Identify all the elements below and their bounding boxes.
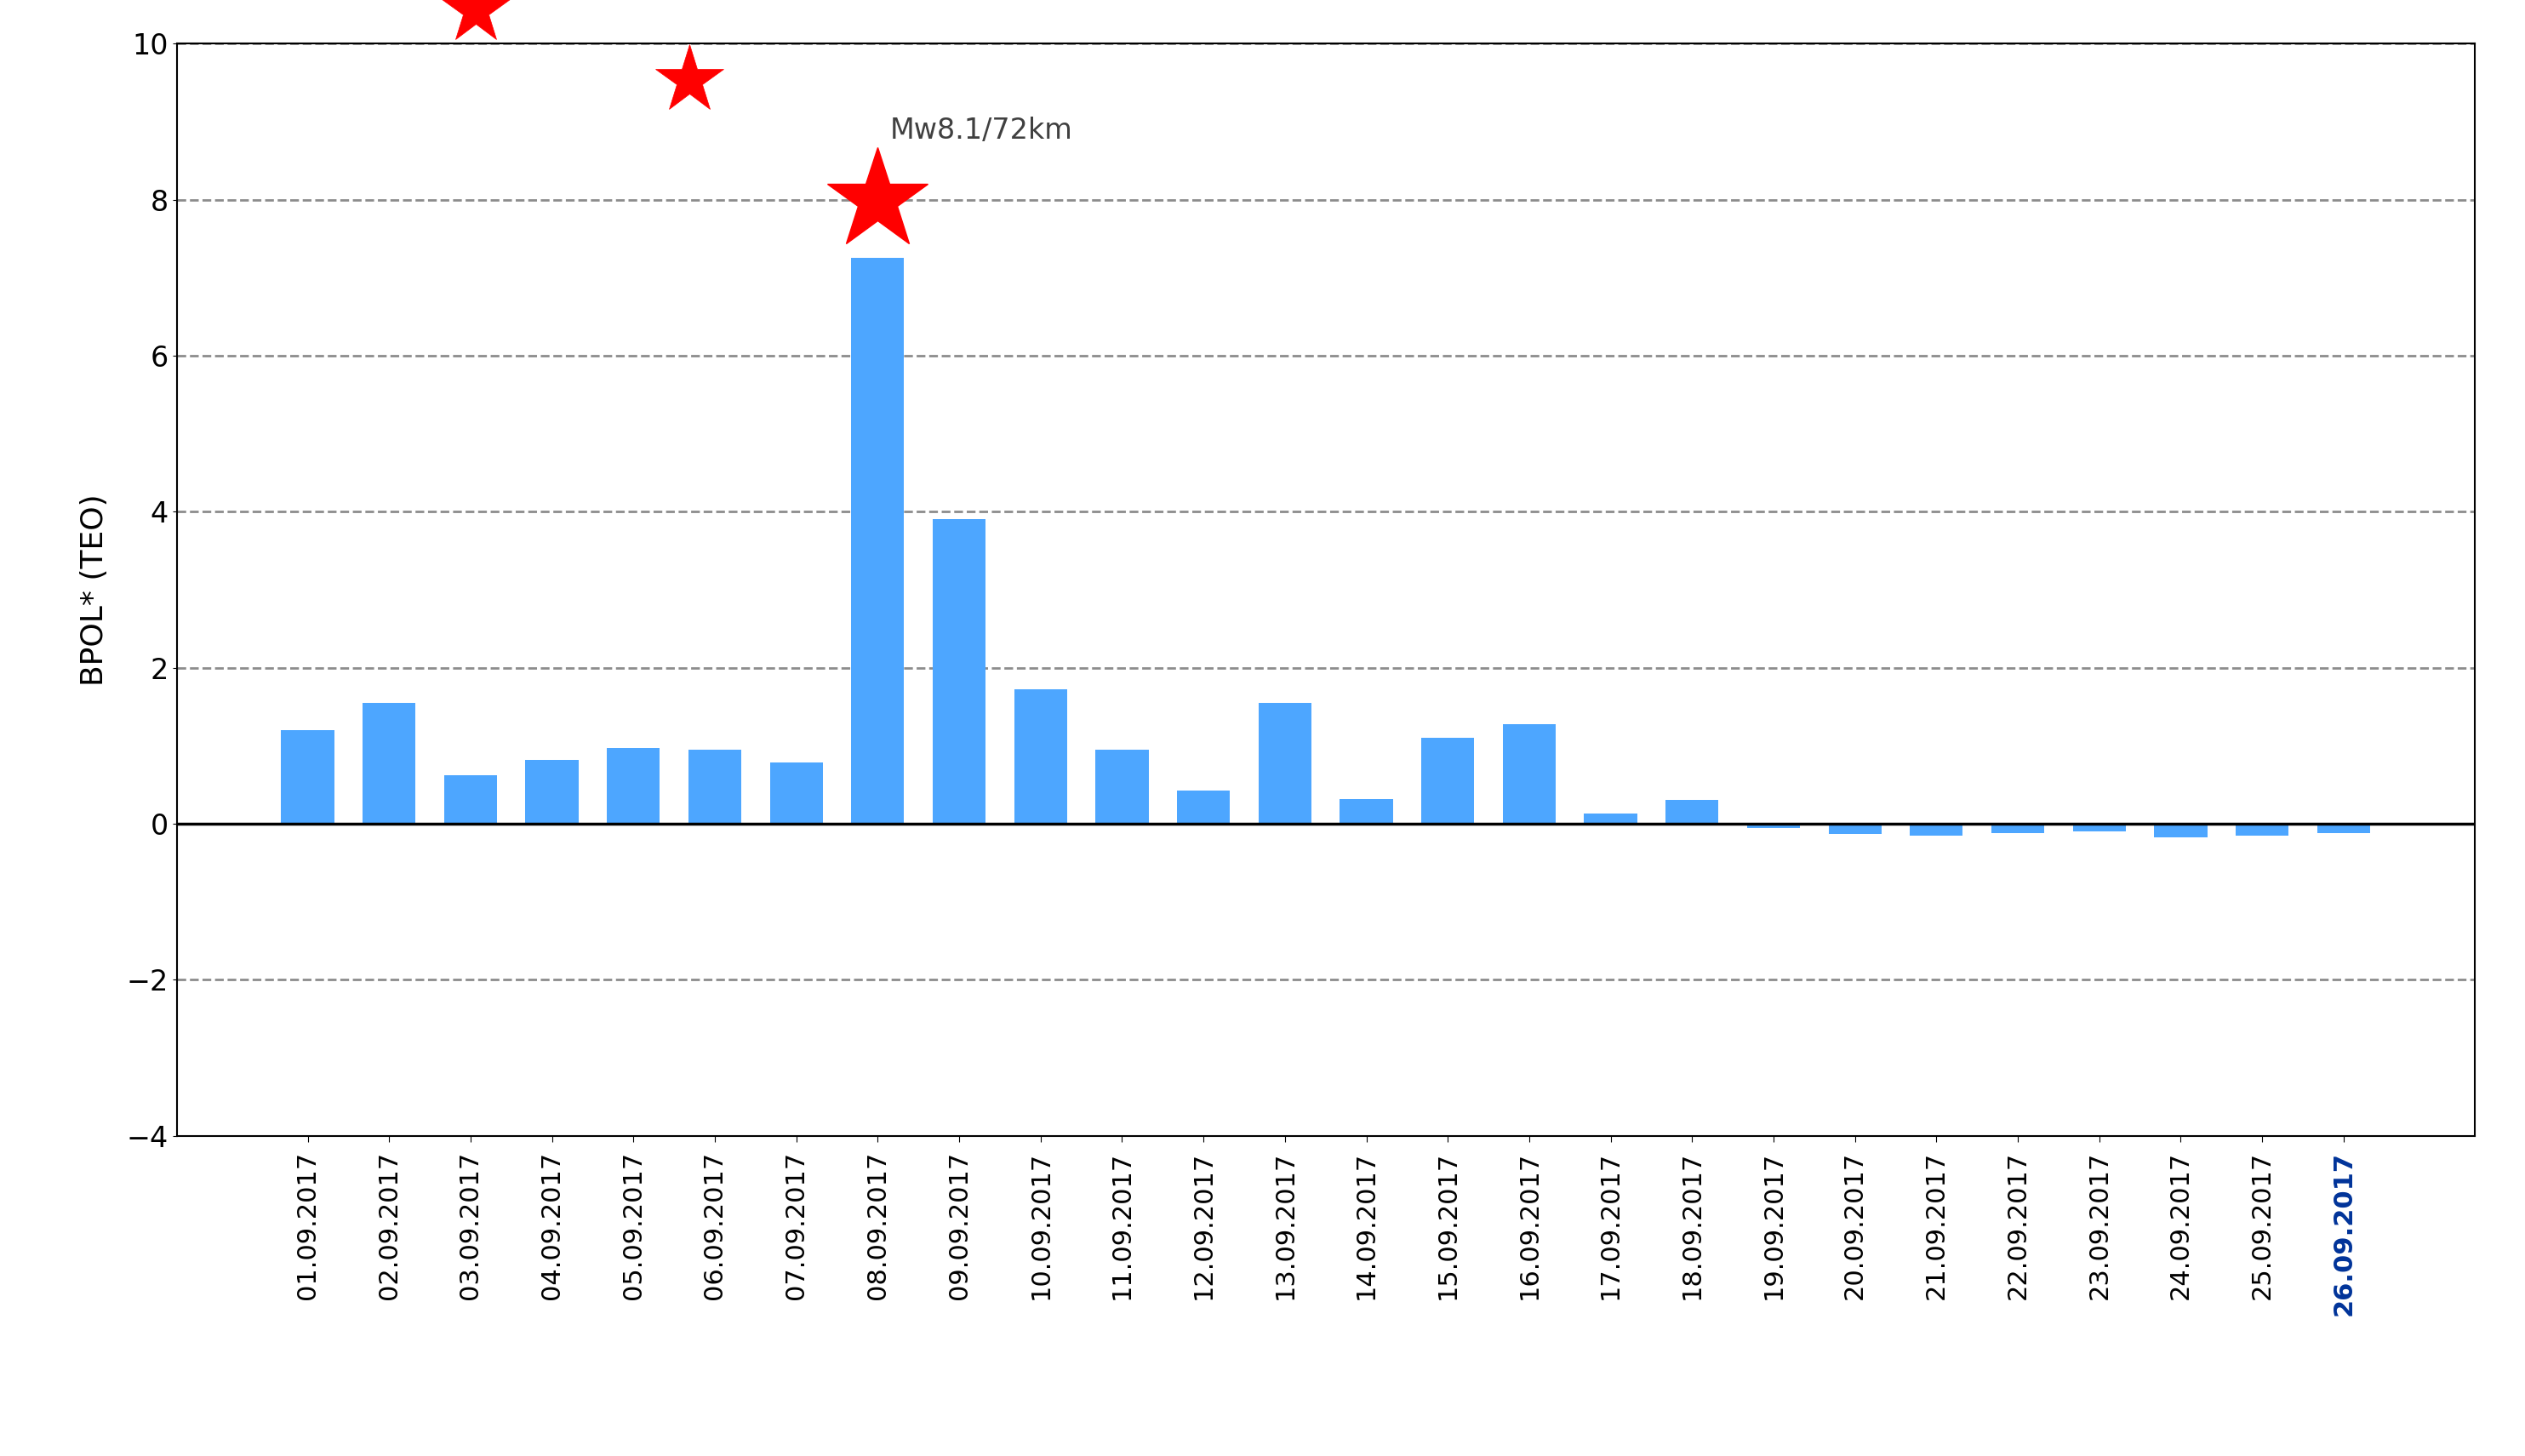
Bar (280, 729, 333, 824)
Bar (2073, 824, 2126, 831)
Y-axis label: BPOL* (TEO): BPOL* (TEO) (81, 494, 109, 686)
Bar (2318, 824, 2371, 833)
Bar (1583, 814, 1636, 824)
Bar (525, 760, 578, 824)
Bar (1992, 824, 2045, 833)
Bar (2154, 824, 2207, 837)
Bar (1341, 799, 1394, 824)
Bar (689, 750, 742, 824)
Bar (2235, 824, 2288, 836)
Bar (851, 258, 904, 824)
Bar (1747, 824, 1800, 827)
Bar (1177, 791, 1230, 824)
Bar (932, 520, 985, 824)
Bar (1502, 724, 1555, 824)
Bar (1909, 824, 1962, 836)
Bar (1257, 703, 1310, 824)
Bar (770, 763, 823, 824)
Bar (1422, 738, 1475, 824)
Bar (364, 703, 417, 824)
Bar (1666, 801, 1720, 824)
Bar (1828, 824, 1881, 834)
Bar (1015, 690, 1068, 824)
Bar (1096, 750, 1149, 824)
Bar (444, 776, 497, 824)
Bar (606, 748, 659, 824)
Text: Mw8.1/72km: Mw8.1/72km (889, 116, 1073, 146)
